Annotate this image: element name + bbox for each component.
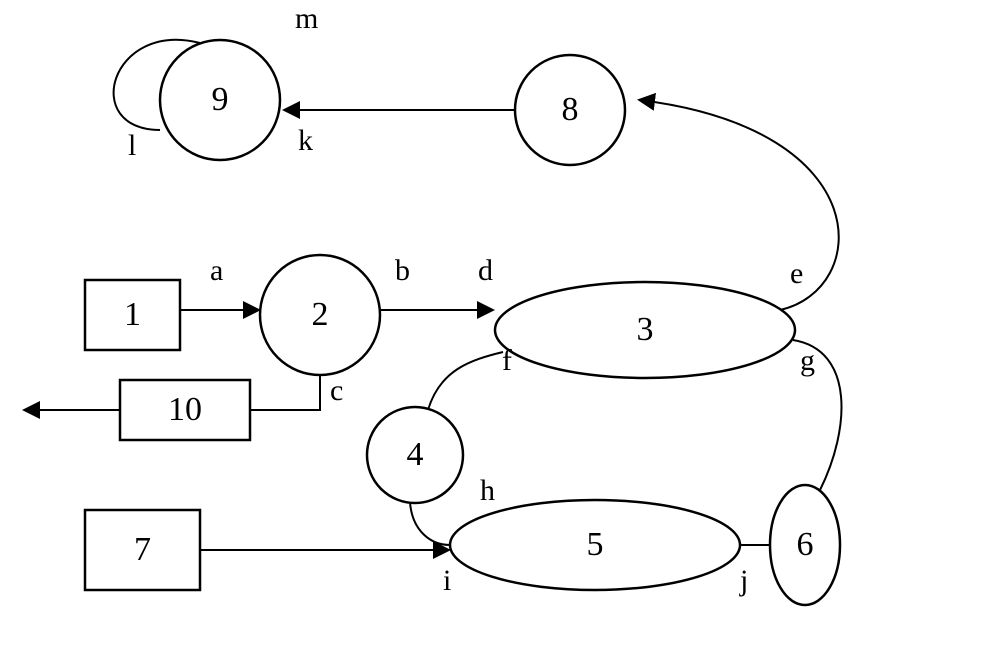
node-n4: 4 bbox=[367, 407, 463, 503]
port-label-e: e bbox=[790, 257, 803, 290]
port-label-l: l bbox=[128, 129, 136, 162]
node-label-n1: 1 bbox=[124, 296, 141, 333]
node-n6: 6 bbox=[770, 485, 840, 605]
port-label-h: h bbox=[480, 474, 495, 507]
port-label-b: b bbox=[395, 254, 410, 287]
node-label-n10: 10 bbox=[168, 391, 202, 428]
node-n1: 1 bbox=[85, 280, 180, 350]
diagram-canvas: 1 2 3 4 5 6 7 8 9 10 a b c d e f g h i j k l m bbox=[0, 0, 984, 658]
node-n5: 5 bbox=[450, 500, 740, 590]
port-label-g: g bbox=[800, 344, 815, 377]
edge-e4to3f bbox=[428, 352, 503, 410]
nodes-layer: 1 2 3 4 5 6 7 8 9 10 bbox=[85, 40, 840, 605]
node-label-n6: 6 bbox=[797, 526, 814, 563]
port-label-a: a bbox=[210, 254, 223, 287]
node-n10: 10 bbox=[120, 380, 250, 440]
port-label-c: c bbox=[330, 374, 343, 407]
port-label-i: i bbox=[443, 564, 451, 597]
edge-e2to10 bbox=[250, 375, 320, 410]
port-label-m: m bbox=[295, 2, 318, 35]
node-n2: 2 bbox=[260, 255, 380, 375]
node-label-n5: 5 bbox=[587, 526, 604, 563]
port-label-j: j bbox=[739, 564, 748, 597]
port-label-d: d bbox=[478, 254, 493, 287]
node-label-n2: 2 bbox=[312, 296, 329, 333]
node-label-n8: 8 bbox=[562, 91, 579, 128]
port-label-f: f bbox=[502, 344, 512, 377]
node-n3: 3 bbox=[495, 282, 795, 378]
node-label-n3: 3 bbox=[637, 311, 654, 348]
edge-e4to5 bbox=[410, 502, 450, 545]
node-n9: 9 bbox=[160, 40, 280, 160]
node-n7: 7 bbox=[85, 510, 200, 590]
node-label-n7: 7 bbox=[134, 531, 151, 568]
node-label-n9: 9 bbox=[212, 81, 229, 118]
edge-e3eto8 bbox=[640, 100, 839, 310]
node-label-n4: 4 bbox=[407, 436, 424, 473]
node-n8: 8 bbox=[515, 55, 625, 165]
port-label-k: k bbox=[298, 124, 313, 157]
